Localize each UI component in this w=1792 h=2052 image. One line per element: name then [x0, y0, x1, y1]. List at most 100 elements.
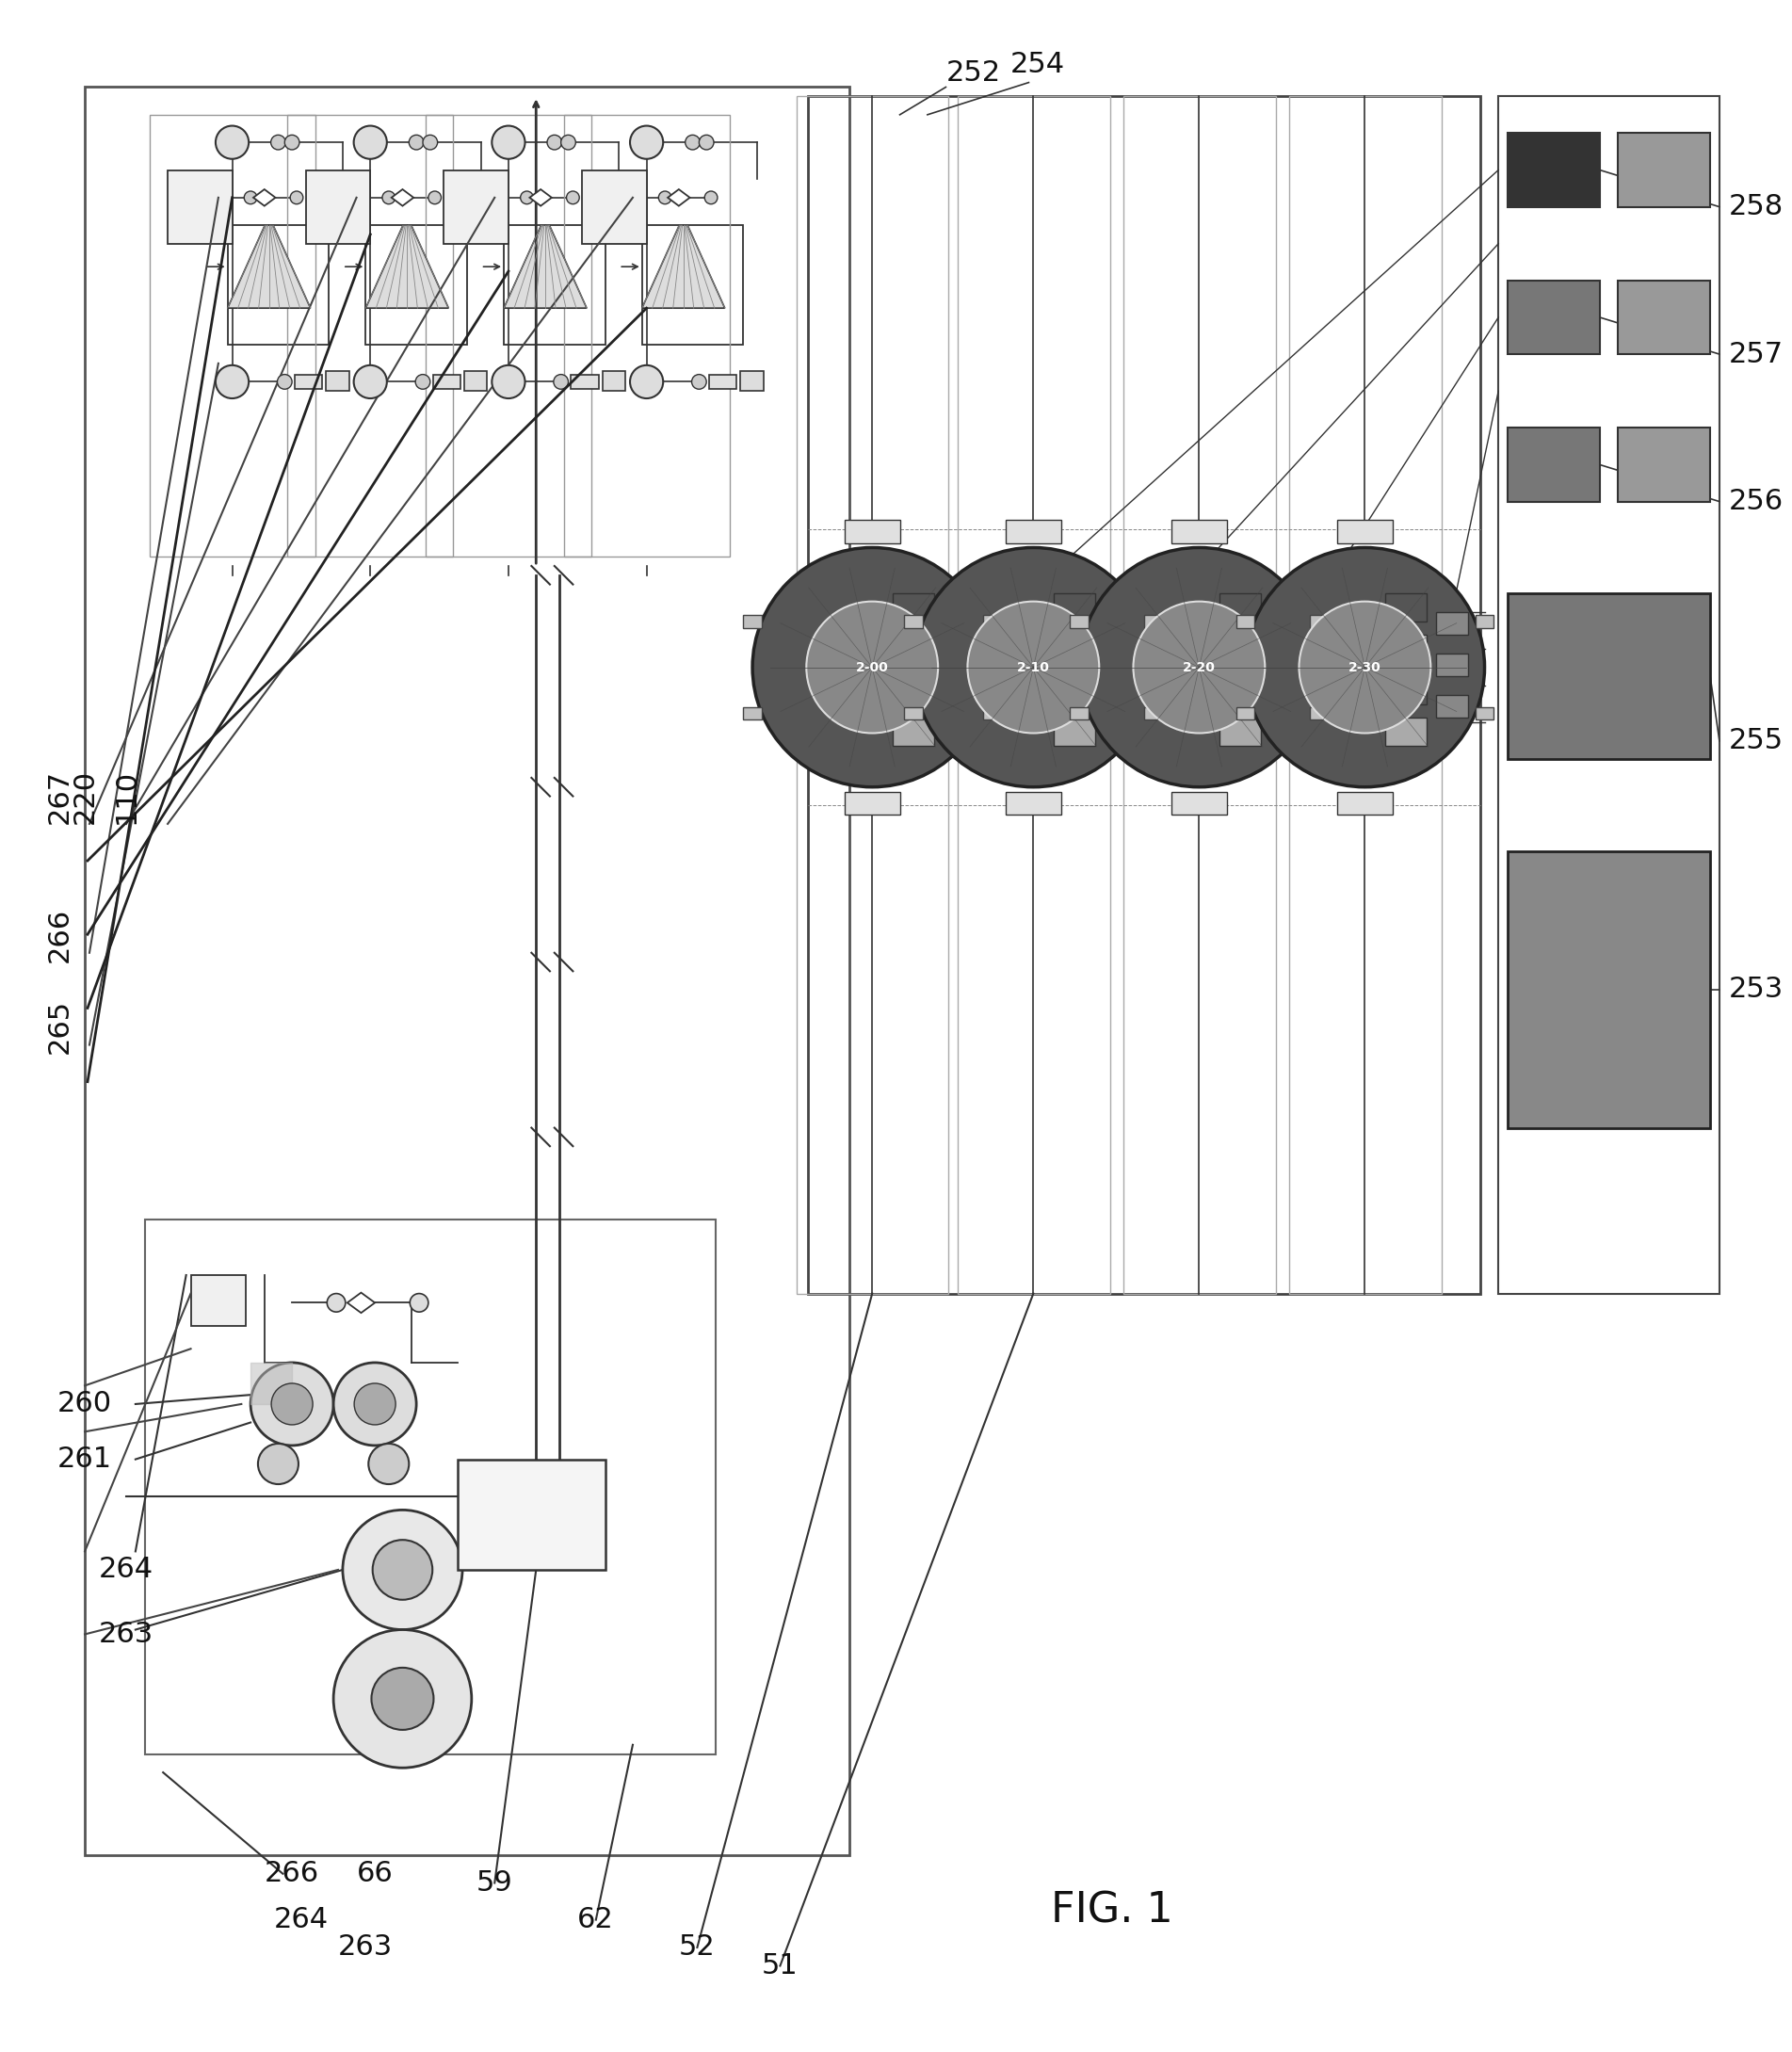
Polygon shape	[642, 226, 724, 308]
Text: 264: 264	[274, 1906, 328, 1933]
Bar	[1435, 611, 1468, 634]
Text: 66: 66	[357, 1859, 392, 1888]
Polygon shape	[504, 226, 586, 308]
Bar	[1435, 653, 1468, 677]
Circle shape	[685, 135, 701, 150]
Circle shape	[409, 135, 423, 150]
Circle shape	[271, 135, 285, 150]
Bar	[1005, 519, 1061, 544]
Bar	[1385, 593, 1426, 622]
Circle shape	[1079, 548, 1319, 788]
Bar	[190, 1274, 246, 1326]
Text: 255: 255	[1729, 726, 1783, 755]
Circle shape	[704, 191, 717, 203]
Text: 51: 51	[762, 1951, 797, 1980]
Circle shape	[355, 1383, 396, 1424]
Circle shape	[692, 373, 706, 390]
Circle shape	[491, 125, 525, 158]
Bar	[84, 86, 849, 1855]
Text: 2-20: 2-20	[1183, 661, 1215, 673]
Bar	[1104, 653, 1136, 677]
Bar	[168, 170, 233, 244]
Circle shape	[428, 191, 441, 203]
Circle shape	[326, 1293, 346, 1311]
Bar	[1618, 429, 1710, 501]
Circle shape	[806, 601, 937, 733]
Polygon shape	[228, 226, 310, 308]
Text: 266: 266	[265, 1859, 319, 1888]
Circle shape	[215, 125, 249, 158]
Bar	[1054, 593, 1095, 622]
Circle shape	[251, 1363, 333, 1445]
Bar	[1236, 616, 1254, 628]
Circle shape	[285, 135, 299, 150]
Text: 264: 264	[99, 1555, 154, 1584]
Bar	[1290, 96, 1441, 1293]
Bar	[905, 706, 923, 720]
Circle shape	[631, 365, 663, 398]
Bar	[1507, 593, 1710, 759]
Bar	[1143, 616, 1163, 628]
Bar	[982, 706, 1002, 720]
Bar	[1005, 792, 1061, 815]
Text: 2-00: 2-00	[857, 661, 889, 673]
Circle shape	[491, 365, 525, 398]
Circle shape	[416, 373, 430, 390]
Bar	[892, 677, 934, 704]
Circle shape	[1133, 601, 1265, 733]
Circle shape	[333, 1363, 416, 1445]
Circle shape	[699, 135, 713, 150]
Circle shape	[1245, 548, 1484, 788]
Bar	[892, 593, 934, 622]
Polygon shape	[668, 189, 690, 205]
Polygon shape	[366, 226, 448, 308]
Polygon shape	[253, 189, 276, 205]
Text: 263: 263	[339, 1933, 392, 1962]
Bar	[1385, 677, 1426, 704]
Text: 110: 110	[113, 770, 140, 823]
Text: 253: 253	[1729, 977, 1783, 1003]
Bar	[464, 371, 487, 392]
Bar	[892, 718, 934, 745]
Bar	[1507, 852, 1710, 1129]
Polygon shape	[530, 189, 552, 205]
Bar	[943, 611, 975, 634]
Bar	[1172, 792, 1228, 815]
Circle shape	[547, 135, 563, 150]
Bar	[1054, 634, 1095, 663]
Bar	[434, 373, 461, 390]
Bar	[1618, 281, 1710, 355]
Text: 261: 261	[57, 1447, 111, 1473]
Bar	[1507, 281, 1600, 355]
Text: 260: 260	[57, 1391, 111, 1418]
Bar	[602, 371, 625, 392]
Text: 257: 257	[1729, 341, 1783, 367]
Bar	[744, 706, 762, 720]
Bar	[905, 616, 923, 628]
Polygon shape	[348, 1293, 375, 1313]
Bar	[149, 115, 315, 556]
Circle shape	[271, 1383, 314, 1424]
Bar	[326, 371, 349, 392]
Circle shape	[753, 548, 993, 788]
Bar	[808, 96, 1480, 1293]
Circle shape	[1299, 601, 1430, 733]
Circle shape	[369, 1445, 409, 1484]
Bar	[287, 115, 453, 556]
Bar	[1054, 677, 1095, 704]
Bar	[1124, 96, 1276, 1293]
Bar	[1385, 718, 1426, 745]
Text: 254: 254	[1011, 51, 1064, 78]
Bar	[504, 226, 606, 345]
Bar	[943, 696, 975, 718]
Bar	[564, 115, 729, 556]
Bar	[1337, 519, 1392, 544]
Bar	[1498, 96, 1719, 1293]
Bar	[1618, 133, 1710, 207]
Bar	[844, 792, 900, 815]
Circle shape	[290, 191, 303, 203]
Bar	[1070, 706, 1088, 720]
Circle shape	[631, 125, 663, 158]
Bar	[582, 170, 647, 244]
Circle shape	[353, 125, 387, 158]
